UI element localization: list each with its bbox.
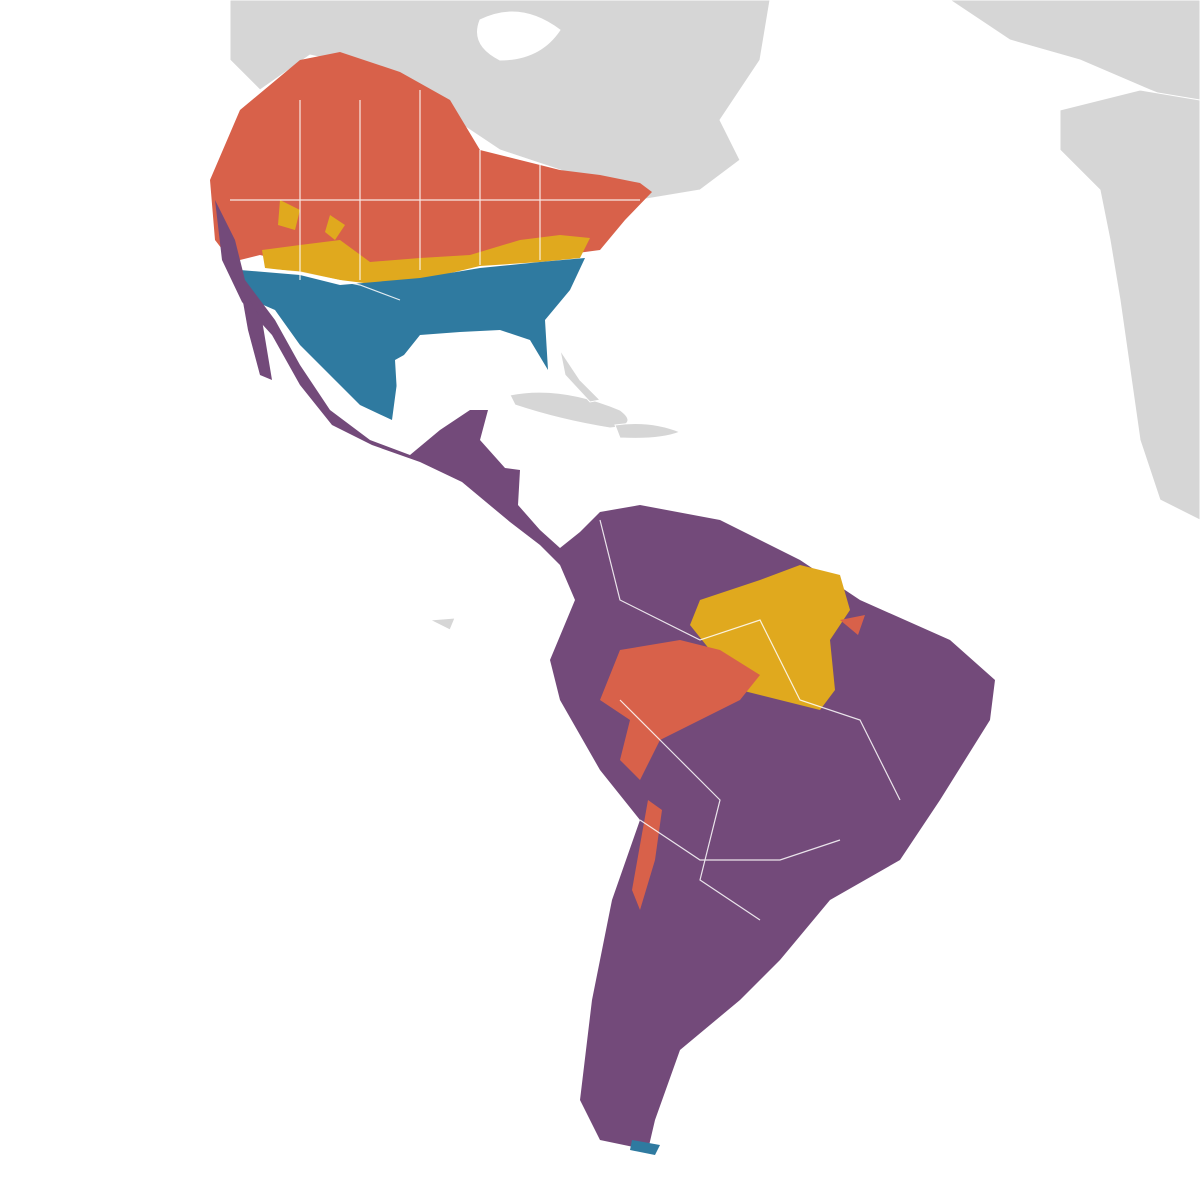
baja-california [240,285,272,380]
breeding-range-amazon [600,640,760,780]
gulf-of-mexico [395,335,530,410]
migration-range [262,235,590,285]
year-round-range [215,200,995,1150]
country-borders [599,519,901,921]
breeding-range-andes [632,800,662,910]
nonbreeding-range [240,258,585,420]
cuba [509,391,629,429]
nonbreeding-range-south [630,1140,660,1155]
borders [230,90,901,921]
galapagos [428,617,456,631]
hispaniola [614,423,682,439]
bahamas [559,349,602,403]
breeding-range [210,52,652,280]
africa [1059,89,1200,521]
land-outside-range [229,0,1200,631]
europe [949,0,1200,111]
state-borders [230,90,640,301]
breeding-range-coast [840,615,865,635]
hudson-bay [477,11,561,61]
migration-range-patches [278,200,345,240]
